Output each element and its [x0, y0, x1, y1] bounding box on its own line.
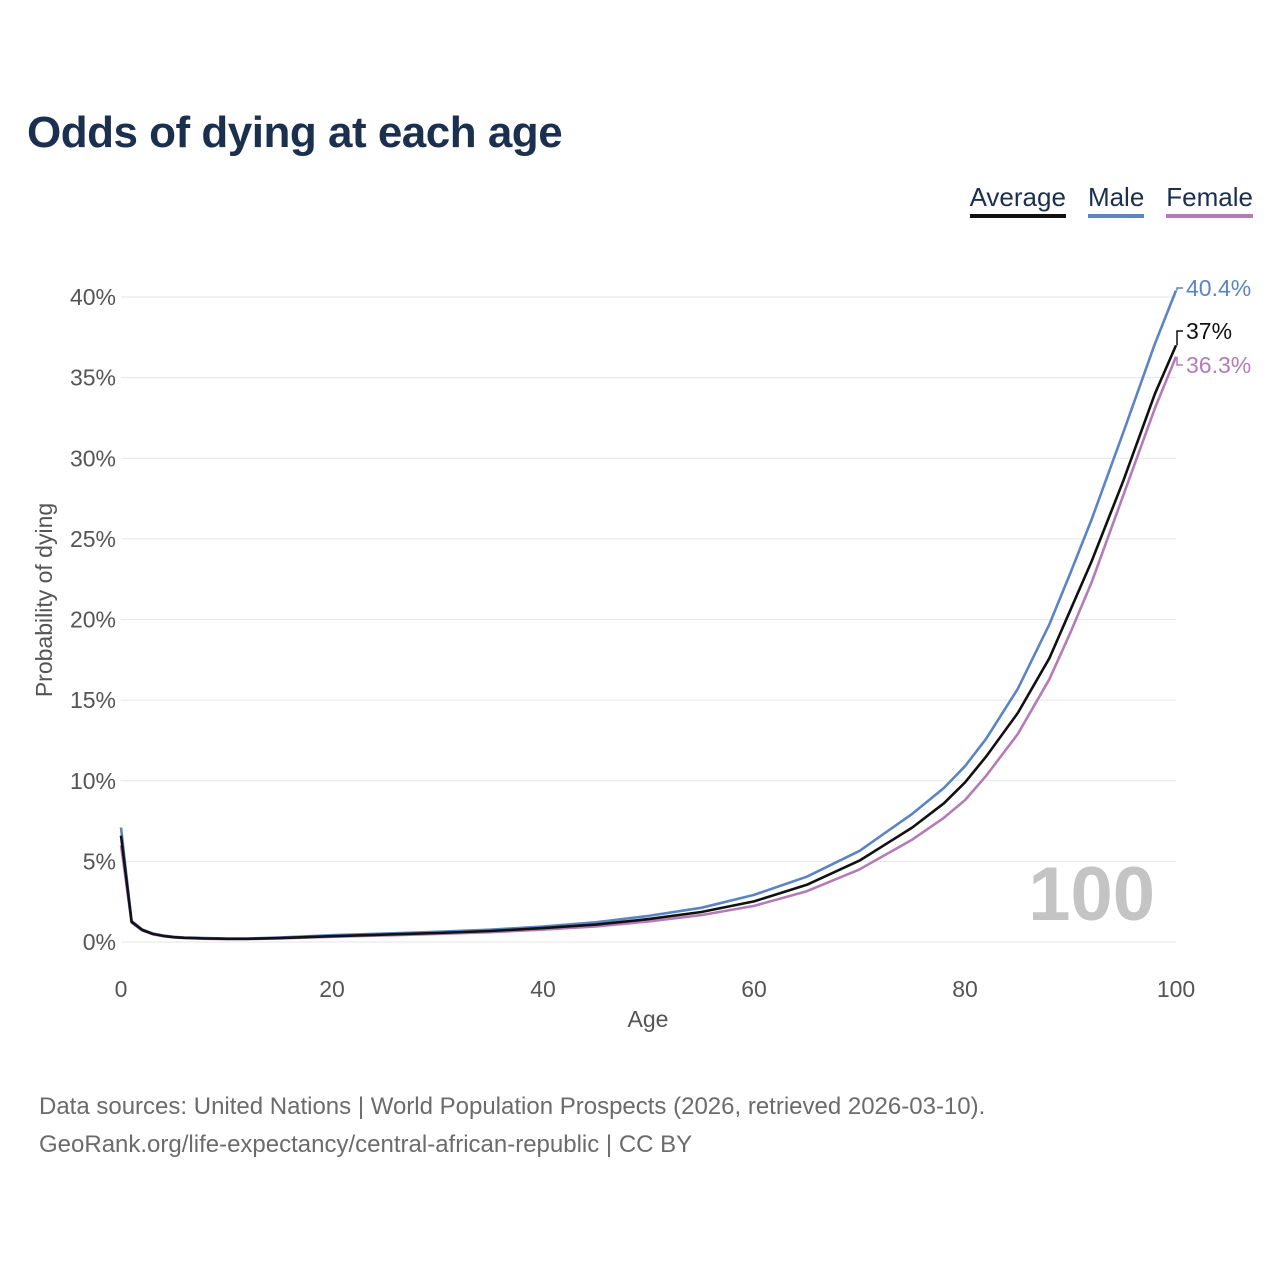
x-tick-label: 40 — [530, 976, 556, 1002]
y-tick-label: 35% — [70, 365, 116, 391]
y-tick-label: 30% — [70, 445, 116, 471]
grid — [121, 296, 1176, 943]
end-label-leader — [1176, 287, 1183, 291]
y-tick-label: 5% — [83, 848, 116, 874]
end-label-female: 36.3% — [1186, 352, 1251, 378]
series-line-average — [119, 344, 1178, 941]
x-tick-label: 80 — [952, 976, 978, 1002]
source-note: Data sources: United Nations | World Pop… — [39, 1088, 985, 1164]
x-tick-labels: 0 20 40 60 80 100 — [115, 976, 1196, 1002]
chart-title: Odds of dying at each age — [27, 108, 563, 157]
legend-average[interactable]: Average — [969, 182, 1066, 218]
legend-female[interactable]: Female — [1166, 182, 1253, 218]
x-tick-label: 60 — [741, 976, 767, 1002]
legend: Average Male Female — [969, 182, 1253, 218]
x-tick-label: 100 — [1157, 976, 1195, 1002]
y-tick-labels: 0% 5% 10% 15% 20% 25% 30% 35% 40% — [70, 284, 116, 955]
end-label-average: 37% — [1186, 318, 1232, 344]
end-label-leader — [1176, 330, 1183, 346]
end-labels: 37% 40.4% 36.3% — [1176, 275, 1251, 378]
y-tick-label: 20% — [70, 607, 116, 633]
x-axis-label: Age — [628, 1006, 669, 1032]
x-tick-label: 20 — [319, 976, 345, 1002]
y-tick-label: 10% — [70, 768, 116, 794]
end-label-male: 40.4% — [1186, 275, 1251, 301]
legend-male[interactable]: Male — [1087, 182, 1145, 218]
source-line-2[interactable]: GeoRank.org/life-expectancy/central-afri… — [39, 1131, 693, 1158]
y-tick-label: 25% — [70, 526, 116, 552]
y-tick-label: 40% — [70, 284, 116, 310]
series-lines — [119, 290, 1178, 941]
end-label-leader — [1176, 356, 1183, 366]
source-line-1: Data sources: United Nations | World Pop… — [39, 1093, 986, 1120]
series-line-female — [119, 356, 1178, 941]
y-axis-label: Probability of dying — [31, 503, 57, 697]
watermark: 100 — [1028, 852, 1155, 937]
series-line-male — [119, 290, 1178, 940]
x-tick-label: 0 — [115, 976, 128, 1002]
y-tick-label: 15% — [70, 687, 116, 713]
y-tick-label: 0% — [83, 929, 116, 955]
